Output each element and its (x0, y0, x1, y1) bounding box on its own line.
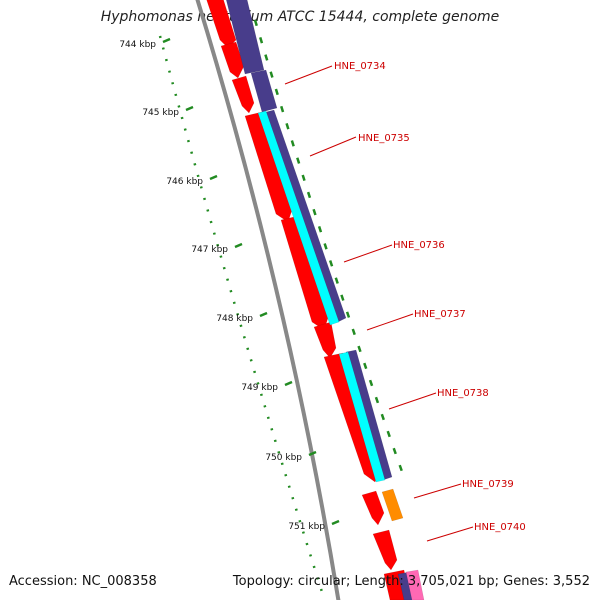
gene-leader-line (366, 313, 414, 331)
gene-leader-line (388, 392, 437, 410)
rna-feature (338, 351, 386, 483)
tick-label: 747 kbp (191, 245, 228, 255)
tick-label: 744 kbp (119, 40, 156, 50)
tick-mark (185, 105, 194, 112)
tick-label: 750 kbp (265, 453, 302, 463)
gene-label: HNE_0735 (358, 133, 410, 144)
pink-feature (405, 569, 425, 600)
tick-label: 749 kbp (241, 383, 278, 393)
cds-feature (313, 321, 337, 359)
gene-label: HNE_0734 (334, 61, 386, 72)
gene-label: HNE_0739 (462, 479, 514, 490)
tick-label: 746 kbp (166, 177, 203, 187)
tick-mark (234, 242, 243, 249)
outer-ruler-line (253, 19, 407, 481)
cds-feature (231, 75, 255, 114)
tick-mark (259, 311, 268, 318)
protein-feature (226, 0, 265, 75)
misc-feature (381, 488, 404, 522)
tick-label: 751 kbp (288, 522, 325, 532)
gene-leader-line (426, 526, 474, 542)
gene-leader-line (309, 136, 357, 157)
gene-label: HNE_0737 (414, 309, 466, 320)
tick-label: 748 kbp (216, 314, 253, 324)
cds-feature (361, 490, 385, 526)
gene-leader-line (284, 65, 333, 85)
tick-mark (308, 450, 317, 457)
protein-feature (250, 69, 278, 113)
cds-feature (220, 41, 245, 79)
tick-label: 745 kbp (142, 108, 179, 118)
accession-text: Accession: NC_008358 (9, 574, 157, 589)
genome-summary-text: Topology: circular; Length: 3,705,021 bp… (232, 574, 590, 589)
gene-leader-line (343, 244, 393, 263)
gene-leader-line (413, 483, 462, 499)
cds-feature (244, 111, 293, 223)
rna-feature (257, 110, 340, 326)
gene-label: HNE_0738 (437, 388, 489, 399)
tick-mark (331, 519, 340, 526)
tick-mark (284, 380, 293, 387)
cds-feature (372, 529, 398, 571)
tick-mark (209, 174, 218, 181)
gene-label: HNE_0736 (393, 240, 445, 251)
gene-label: HNE_0740 (474, 522, 526, 533)
tick-mark (162, 37, 171, 44)
backbone-line (195, 0, 341, 600)
